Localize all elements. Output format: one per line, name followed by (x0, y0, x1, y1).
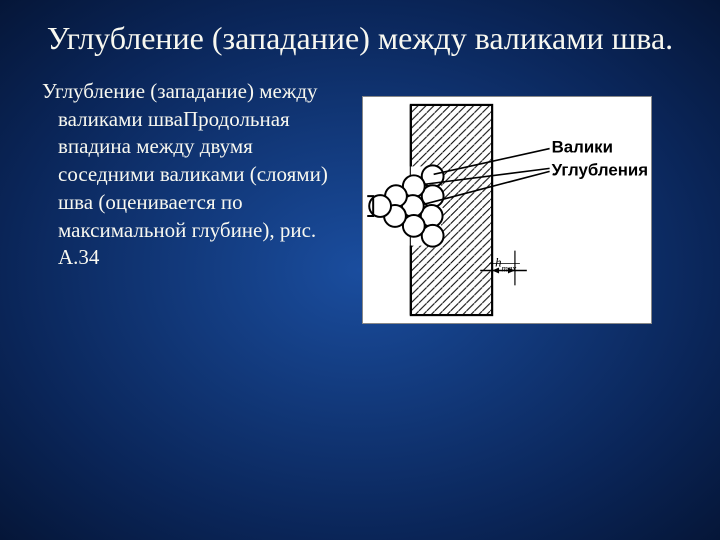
body-text: Углубление (западание) между валиками шв… (42, 78, 342, 324)
label-depressions: Углубления (552, 160, 648, 179)
diagram-column: Валики Углубления hmax (362, 78, 652, 324)
content-area: Углубление (западание) между валиками шв… (0, 58, 720, 324)
hmax-sub: max (502, 264, 517, 274)
slide-title: Углубление (западание) между валиками шв… (0, 0, 720, 58)
label-rollers: Валики (552, 138, 613, 157)
weld-diagram: Валики Углубления hmax (362, 96, 652, 324)
diagram-svg: Валики Углубления hmax (363, 97, 651, 323)
